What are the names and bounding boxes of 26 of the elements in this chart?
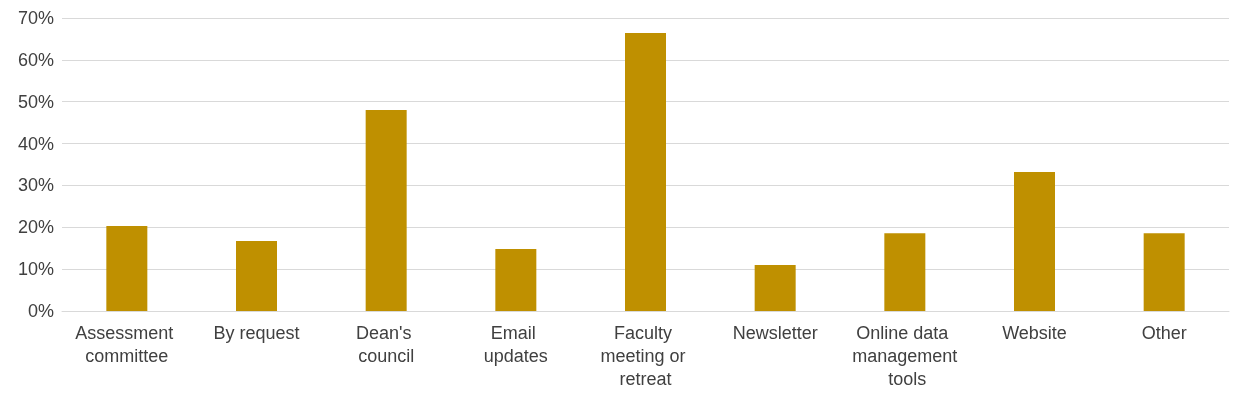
x-tick-label: By request [213,322,300,343]
y-tick-label: 20% [17,217,54,238]
y-tick-label: 30% [17,175,54,196]
x-tick-label: Faculty meeting or retreat [600,322,691,389]
y-tick-label: 0% [27,301,54,321]
bar [365,110,407,311]
x-tick-label: Newsletter [732,322,818,343]
bar [1143,233,1185,311]
y-tick-label: 50% [17,91,54,112]
x-tick-label: Dean's council [355,322,417,366]
x-tick-label: Assessment committee [75,322,179,366]
y-tick-label: 70% [17,8,54,28]
bar [754,264,796,311]
x-tick-label: Online data management tools [852,322,958,389]
x-tick-label: Other [1141,322,1187,343]
bar [106,226,148,311]
bar [884,233,926,311]
bar [236,241,277,311]
bar [495,249,537,311]
x-tick-label: Website [1002,322,1067,343]
bar [625,33,666,311]
bar [1014,172,1055,311]
y-tick-label: 60% [17,49,54,70]
x-tick-label: Email updates [483,322,548,366]
y-tick-label: 10% [17,259,54,280]
y-tick-label: 40% [17,133,54,154]
